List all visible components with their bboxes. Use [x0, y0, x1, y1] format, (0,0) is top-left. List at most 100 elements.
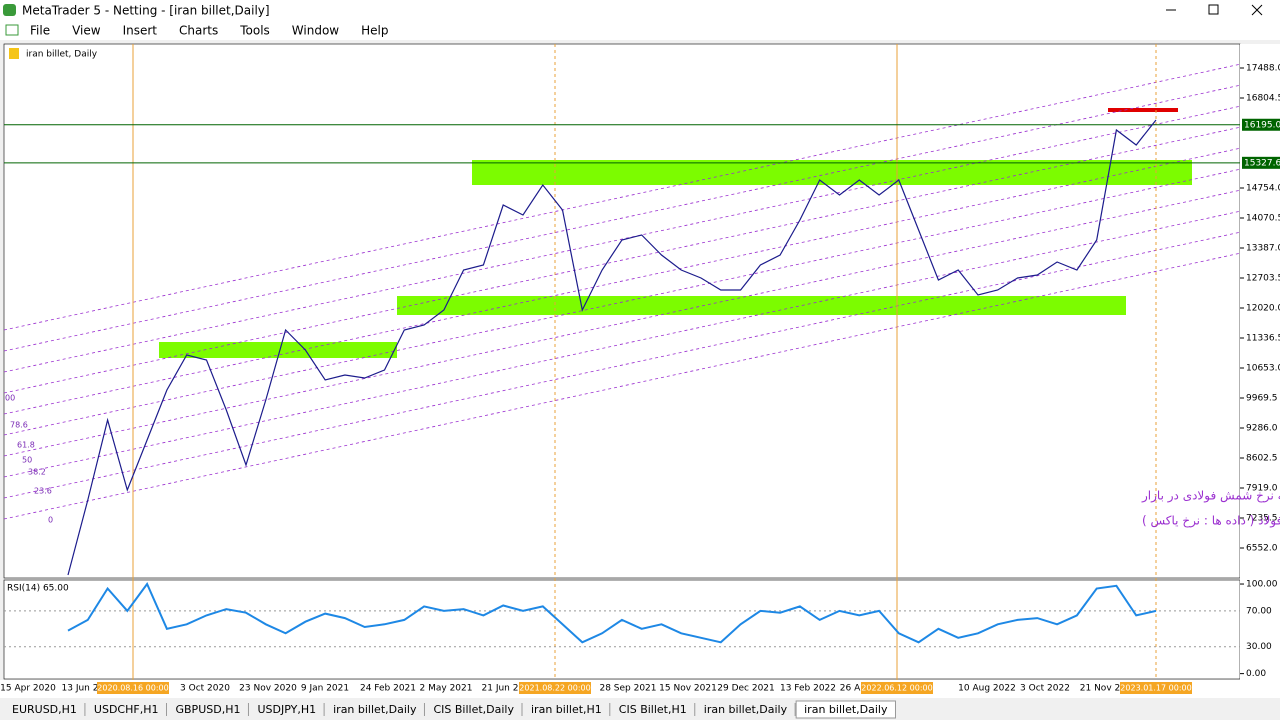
time-label: 26 A: [840, 684, 861, 694]
time-highlight: [519, 682, 591, 694]
channel-line: [3, 252, 1241, 520]
time-label: 3 Oct 2020: [180, 684, 230, 694]
y-tick-label: 11336.5: [1246, 334, 1280, 344]
level-label: 16195.0: [1244, 120, 1280, 130]
series-line: [67, 119, 1157, 576]
menu-item[interactable]: Window: [292, 24, 340, 38]
time-label: 21 Nov 2: [1080, 684, 1120, 694]
y-tick-label: 12020.0: [1246, 304, 1280, 314]
time-label: 2022.06.12 00:00: [861, 684, 932, 693]
y-tick-label: 70.00: [1246, 606, 1272, 616]
tab-box: [249, 701, 325, 718]
y-tick-label: 7919.0: [1246, 484, 1278, 494]
tab[interactable]: iran billet,Daily: [325, 701, 425, 718]
channel-line: [3, 84, 1241, 352]
level-badge: [1242, 118, 1280, 131]
y-tick-label: 9286.0: [1246, 424, 1278, 434]
tab-box: [425, 701, 522, 718]
time-label: 2020.08.16 00:00: [97, 684, 168, 693]
y-tick-label: 9969.5: [1246, 394, 1278, 404]
time-highlight: [1120, 682, 1192, 694]
tab-label: GBPUSD,H1: [175, 703, 240, 716]
channel-line: [3, 231, 1241, 499]
tab[interactable]: iran billet,Daily: [795, 700, 896, 719]
tab[interactable]: USDCHF,H1: [85, 701, 167, 718]
time-label: 3 Oct 2022: [1020, 684, 1070, 694]
tab-label: CIS Billet,H1: [619, 703, 687, 716]
tab-box: [85, 701, 167, 718]
time-highlight: [97, 682, 169, 694]
tab-label: iran billet,H1: [531, 703, 602, 716]
time-label: 15 Nov 2021: [659, 684, 717, 694]
time-label: 29 Dec 2021: [717, 684, 775, 694]
zone: [397, 296, 1126, 315]
tab-label: iran billet,Daily: [804, 703, 888, 716]
tab-box: [610, 701, 695, 718]
time-highlight: [861, 682, 933, 694]
title-bar: [0, 0, 1280, 20]
y-tick-label: 7235.5: [1246, 514, 1278, 524]
rsi-pane: [3, 579, 1241, 680]
time-label: 23 Nov 2020: [239, 684, 297, 694]
tab-label: EURUSD,H1: [12, 703, 77, 716]
tab-box: [4, 701, 85, 718]
chart-icon: [5, 24, 19, 36]
tab[interactable]: EURUSD,H1: [4, 701, 85, 718]
menu-item[interactable]: Tools: [239, 24, 270, 38]
tab[interactable]: USDJPY,H1: [249, 701, 325, 718]
maximize-button[interactable]: [1208, 4, 1219, 15]
channel-line: [3, 63, 1241, 331]
symbol-icon: [9, 48, 19, 59]
tab-label: CIS Billet,Daily: [433, 703, 514, 716]
zone: [472, 160, 1192, 185]
menu-item[interactable]: View: [72, 24, 101, 38]
fib-label: 78.6: [10, 421, 28, 430]
drawings: [159, 108, 1192, 358]
time-label: 9 Jan 2021: [301, 684, 349, 694]
app-icon: [3, 4, 16, 16]
y-tick-label: 13387.0: [1246, 244, 1280, 254]
fib-label: 61.8: [17, 441, 35, 450]
tab[interactable]: CIS Billet,H1: [610, 701, 695, 718]
annotation: نمودار تغییرات روزانه نرخ شمش فولادی در …: [1141, 489, 1280, 504]
time-label: 21 Jun 2: [482, 684, 519, 694]
time-label: 13 Jun 2: [62, 684, 99, 694]
time-label: 28 Sep 2021: [599, 684, 656, 694]
menu-item[interactable]: Charts: [179, 24, 218, 38]
level-label: 15327.6: [1244, 158, 1280, 168]
series-line: [67, 582, 1157, 644]
y-tick-label: 8602.5: [1246, 454, 1278, 464]
tab-label: iran billet,Daily: [333, 703, 417, 716]
y-tick-label: 17488.0: [1246, 64, 1280, 74]
tab-box: [523, 701, 610, 718]
tab[interactable]: GBPUSD,H1: [167, 701, 249, 718]
menu-bar: [0, 20, 1280, 40]
y-tick-label: 10653.0: [1246, 364, 1280, 374]
time-label: 2023.01.17 00:00: [1120, 684, 1191, 693]
fib-label: 0: [48, 516, 53, 525]
tab[interactable]: CIS Billet,Daily: [425, 701, 522, 718]
time-label: 2021.08.22 00:00: [519, 684, 590, 693]
close-button[interactable]: [1251, 4, 1263, 16]
time-label: 13 Feb 2022: [780, 684, 836, 694]
tab-box: [695, 701, 796, 718]
menu-item[interactable]: Insert: [123, 24, 158, 38]
y-tick-label: 14754.0: [1246, 184, 1280, 194]
tab[interactable]: iran billet,H1: [523, 701, 610, 718]
channel-line: [3, 210, 1241, 478]
y-tick-label: 30.00: [1246, 642, 1272, 652]
tab[interactable]: iran billet,Daily: [695, 701, 796, 718]
fib-label: 38.2: [28, 468, 46, 477]
time-label: 15 Apr 2020: [0, 684, 56, 694]
tab-label: USDCHF,H1: [94, 703, 159, 716]
annotation: گزارشگر بازار فولاد ( داده ها : نرخ یاکس…: [1142, 514, 1280, 529]
menu-item[interactable]: File: [30, 24, 50, 38]
channel-line: [3, 168, 1241, 436]
channel-line: [3, 105, 1241, 373]
y-tick-label: 12703.5: [1246, 274, 1280, 284]
channel-line: [3, 126, 1241, 394]
menu-item[interactable]: Help: [361, 24, 388, 38]
y-tick-label: 100.00: [1246, 580, 1278, 590]
rsi-title: RSI(14) 65.00: [7, 584, 69, 594]
